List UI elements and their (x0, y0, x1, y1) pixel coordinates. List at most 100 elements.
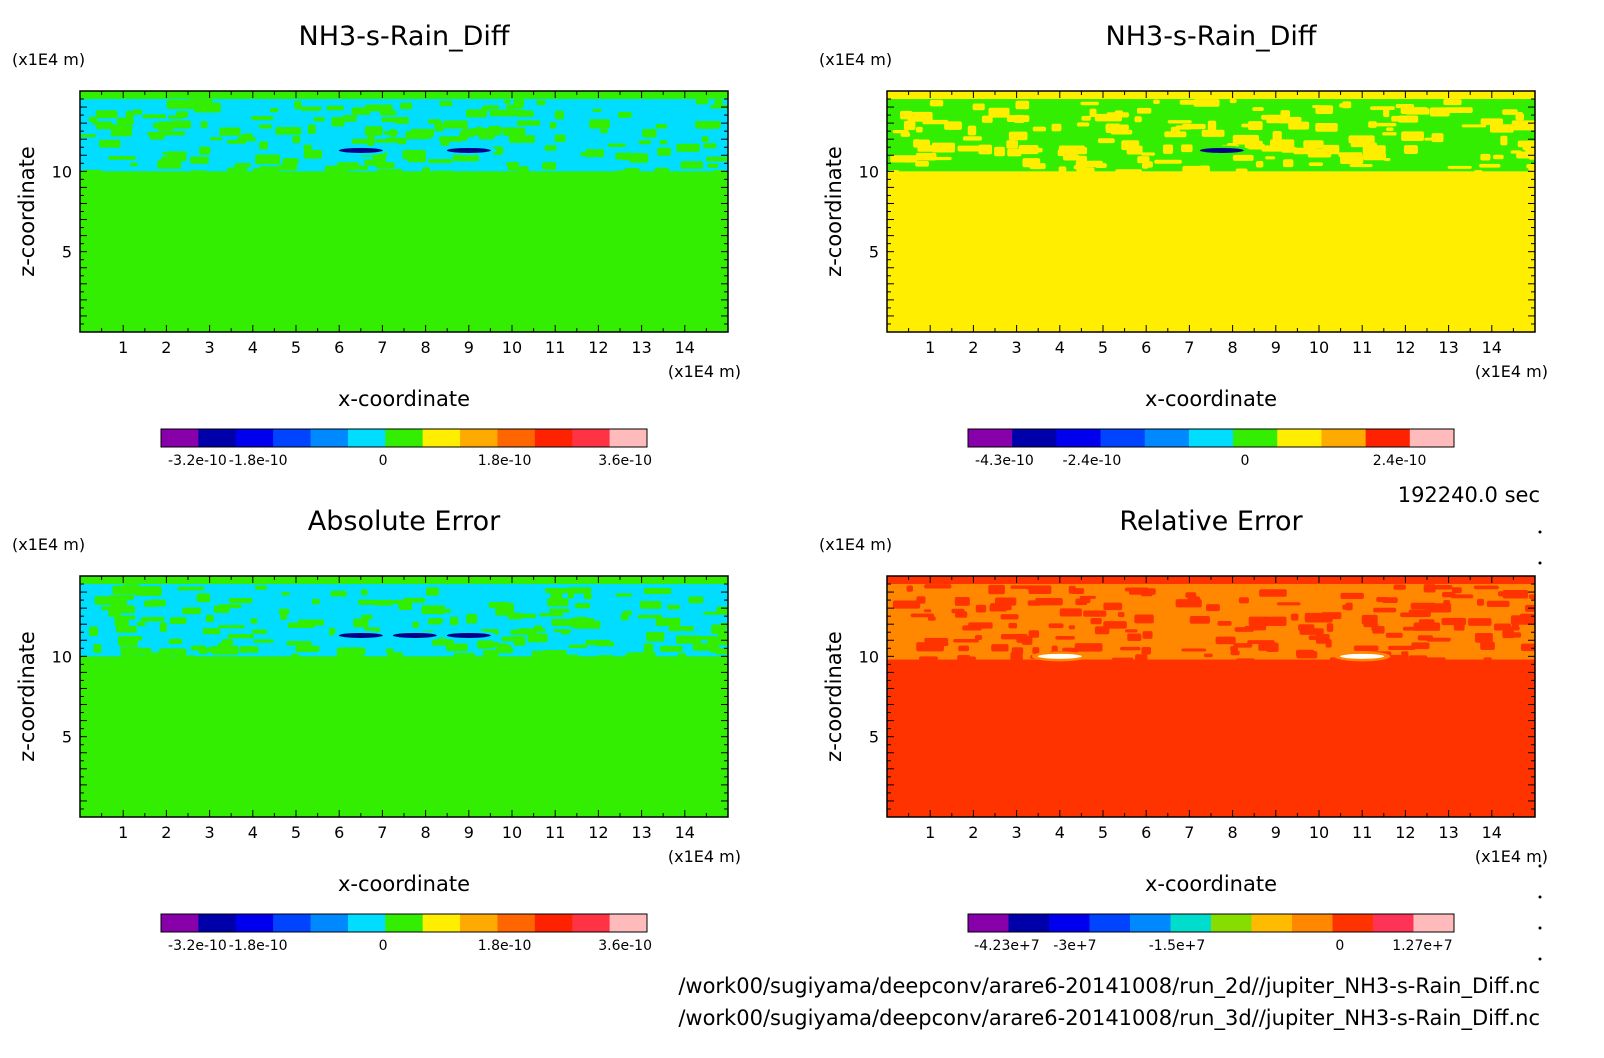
heatmap-cell (1266, 642, 1279, 653)
heatmap-cell (654, 167, 670, 178)
heatmap-cell (364, 126, 383, 136)
heatmap-cell (1424, 137, 1434, 141)
chart-title: Absolute Error (308, 506, 501, 537)
colorbar-swatch (1089, 914, 1131, 932)
heatmap-cell (1468, 618, 1492, 626)
heatmap-cell (903, 120, 916, 131)
colorbar-swatch (460, 429, 498, 447)
heatmap-cell (1339, 103, 1351, 108)
colorbar-swatch (1409, 429, 1455, 447)
colorbar-frame (160, 428, 648, 448)
heatmap-cell (554, 134, 566, 143)
heatmap-cell (1179, 99, 1208, 105)
heatmap-cell (1217, 621, 1232, 626)
heatmap-cell (1247, 640, 1275, 645)
heatmap-cell (1134, 614, 1154, 624)
heatmap-cell (108, 608, 121, 617)
colorbar: -4.23e+7 -3e+7 -1.5e+7 0 1.27e+7 (967, 913, 1455, 954)
heatmap-cell (1255, 160, 1264, 168)
heatmap-cell (427, 119, 442, 124)
heatmap-cell (282, 158, 299, 165)
heatmap-cell (336, 647, 364, 658)
heatmap-cell (583, 593, 592, 600)
heatmap-field (80, 91, 728, 332)
x-tick-label: 8 (421, 823, 431, 842)
y-tick-label: 5 (62, 728, 72, 747)
heatmap-cell (549, 122, 557, 129)
heatmap-cell (1080, 101, 1100, 106)
heatmap-cell (1290, 613, 1299, 621)
heatmap-cell (122, 584, 140, 594)
heatmap-cell (337, 118, 357, 122)
heatmap-cell (568, 644, 588, 648)
x-axis-label: x-coordinate (1145, 387, 1277, 411)
colorbar-label: 0 (379, 453, 388, 469)
heatmap-cell (1162, 144, 1174, 154)
heatmap-cell (1048, 623, 1064, 629)
heatmap-cell (1398, 115, 1419, 123)
heatmap-cell (944, 121, 962, 130)
heatmap-cell (1353, 645, 1379, 652)
colorbar-swatch (385, 914, 424, 932)
colorbar-swatch (1170, 914, 1212, 932)
heatmap-cell (488, 601, 510, 609)
heatmap-cell (1443, 99, 1462, 106)
heatmap-cell (116, 117, 134, 125)
x-tick-label: 7 (377, 823, 387, 842)
heatmap-cell (443, 120, 468, 129)
heatmap-cell (127, 654, 143, 664)
colorbar-label: 3.6e-10 (598, 938, 652, 954)
y-unit-label: (x1E4 m) (819, 50, 892, 69)
heatmap-cell (252, 629, 268, 634)
heatmap-cell (1401, 651, 1409, 660)
x-tick-label: 4 (1055, 338, 1065, 357)
x-tick-label: 11 (1352, 338, 1372, 357)
chart-panel-1: 1 2 3 4 5 6 7 8 9 10 11 12 13 14510NH3-s-Rain_Diff(x1… (12, 21, 741, 469)
heatmap-cell (1233, 643, 1253, 648)
heatmap-cell (132, 109, 143, 115)
heatmap-cell (1362, 145, 1386, 155)
x-tick-label: 7 (1184, 823, 1194, 842)
heatmap-cell (924, 584, 952, 589)
heatmap-cell (1315, 123, 1338, 132)
heatmap-cell (574, 603, 591, 609)
colorbar-swatch (1049, 914, 1090, 932)
heatmap-cell (900, 110, 913, 120)
heatmap-cell (676, 143, 700, 152)
file-path-3d: /work00/sugiyama/deepconv/arare6-2014100… (678, 1006, 1540, 1031)
heatmap-cell (1445, 107, 1473, 114)
heatmap-cell (520, 613, 536, 619)
x-tick-label: 11 (545, 823, 565, 842)
colorbar-swatch (572, 429, 611, 447)
heatmap-cell (1068, 585, 1076, 594)
heatmap-cell (110, 598, 127, 607)
heatmap-cell (281, 591, 290, 596)
heatmap-cell (1010, 585, 1032, 589)
heatmap-cell (907, 111, 933, 122)
heatmap-cell (1382, 132, 1397, 136)
heatmap-cell (1388, 645, 1416, 650)
heatmap-cell (489, 109, 516, 117)
heatmap-cell (410, 128, 435, 138)
y-tick-label: 5 (62, 243, 72, 262)
x-tick-label: 9 (1271, 823, 1281, 842)
heatmap-cell (1089, 108, 1097, 118)
feature-core (446, 147, 491, 153)
colorbar-label: -1.8e-10 (229, 938, 288, 954)
colorbar-swatch (968, 429, 1013, 447)
heatmap-field (887, 91, 1535, 332)
heatmap-cell (1431, 133, 1444, 143)
heatmap-cell (125, 110, 134, 118)
colorbar-label: -1.8e-10 (229, 453, 288, 469)
x-tick-label: 6 (1141, 338, 1151, 357)
heatmap-cell (643, 643, 654, 653)
y-tick-label: 10 (859, 647, 879, 666)
heatmap-cell (1128, 588, 1156, 595)
heatmap-cell (1051, 123, 1062, 132)
heatmap-cell (624, 168, 640, 175)
y-tick-label: 10 (52, 647, 72, 666)
heatmap-cell (910, 613, 935, 618)
heatmap-cell (353, 618, 369, 628)
x-tick-label: 6 (334, 338, 344, 357)
